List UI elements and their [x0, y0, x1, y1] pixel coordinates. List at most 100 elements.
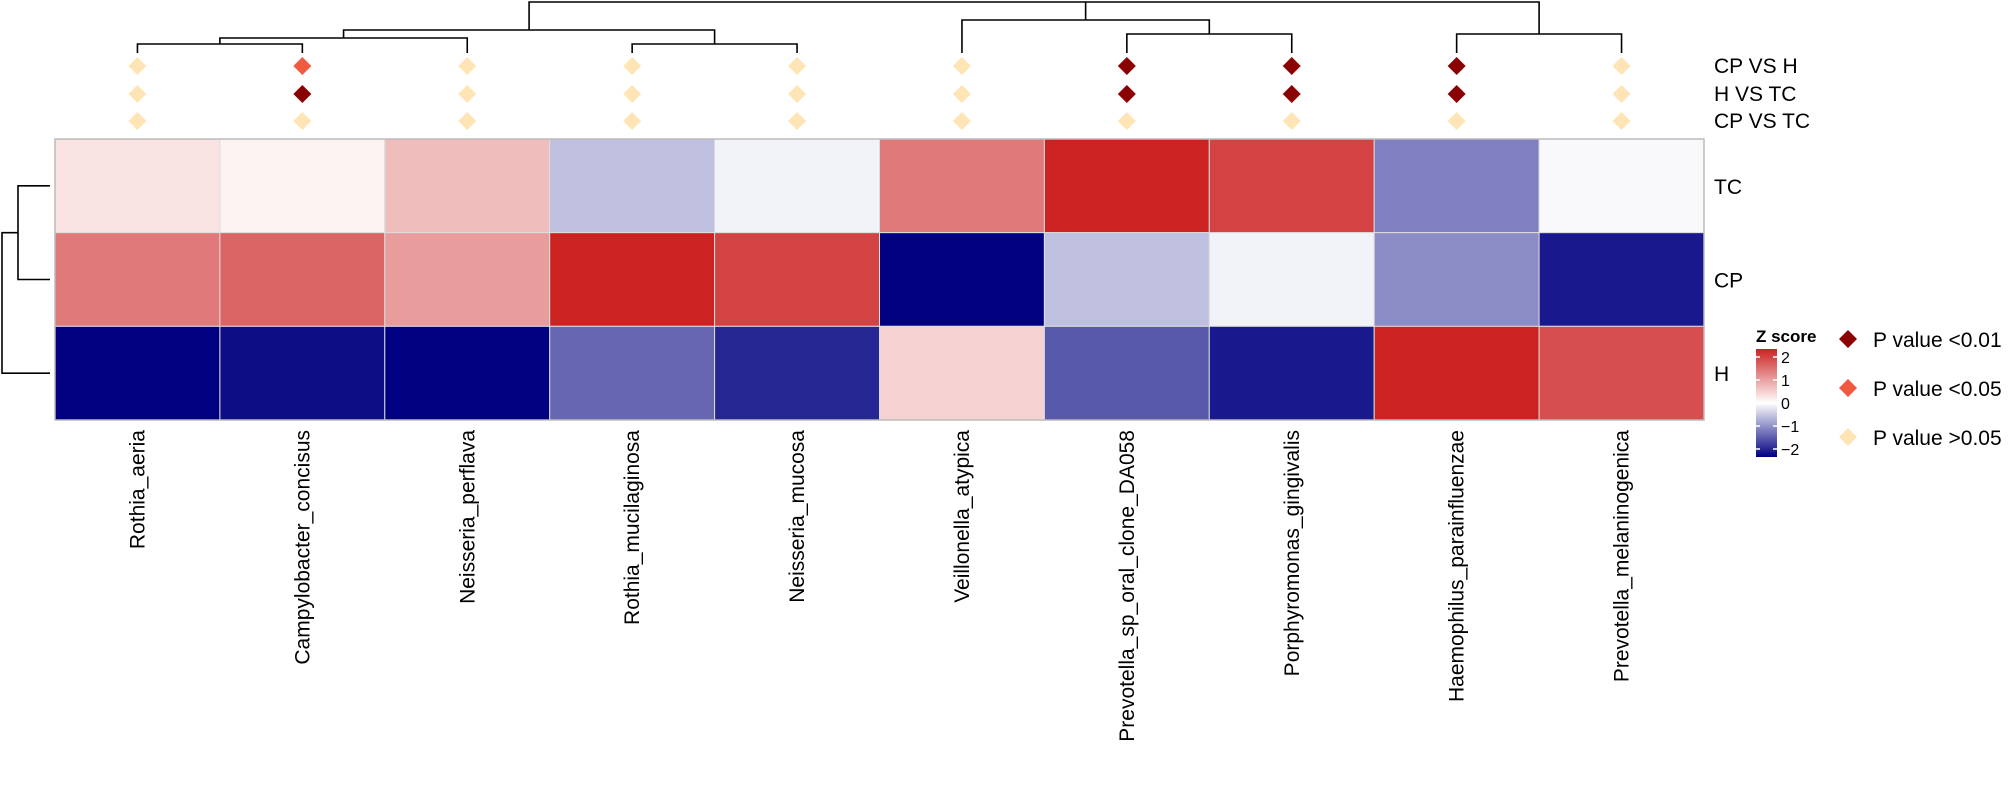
heatmap-cell [384, 138, 551, 234]
significance-marker [1612, 57, 1631, 75]
column-label: Campylobacter_concisus [291, 430, 314, 665]
row-label: H [1714, 363, 1729, 386]
heatmap-cell [1538, 232, 1705, 327]
dendrogram-branch [631, 43, 798, 53]
significance-marker [952, 112, 971, 130]
significance-marker [293, 57, 312, 75]
significance-marker [458, 57, 477, 75]
z-score-colorbar: Z score 2 1 0 −1 −2 [1756, 327, 1816, 459]
heatmap-cell [219, 325, 386, 421]
heatmap-cell [384, 232, 551, 327]
heatmap-cell [879, 325, 1045, 421]
comparison-label: H VS TC [1714, 83, 1796, 106]
heatmap-cell [1208, 138, 1375, 234]
significance-marker [1117, 112, 1136, 130]
legend-label: P value >0.05 [1873, 427, 2002, 450]
row-dendrogram [1, 185, 50, 374]
significance-marker [458, 85, 477, 103]
heatmap-cell [1538, 138, 1705, 234]
column-label: Porphyromonas_gingivalis [1281, 430, 1304, 676]
significance-marker [1282, 57, 1301, 75]
row-labels: TC CP H [1714, 176, 1743, 386]
heatmap-cell [879, 232, 1045, 327]
heatmap-cell [549, 325, 716, 421]
comparison-label: CP VS TC [1714, 110, 1810, 133]
significance-marker [952, 57, 971, 75]
significance-marker [1282, 85, 1301, 103]
column-label: Rothia_mucilaginosa [621, 430, 644, 625]
significance-marker [1612, 112, 1631, 130]
heatmap-cell [549, 232, 716, 327]
colorbar-tick-label: 2 [1781, 350, 1790, 367]
significance-marker [788, 85, 807, 103]
heatmap-cell [54, 232, 221, 327]
significance-marker [1447, 85, 1466, 103]
column-label: Neisseria_mucosa [786, 430, 809, 603]
column-label: Prevotella_sp_oral_clone_DA058 [1116, 430, 1139, 742]
row-label: TC [1714, 176, 1742, 199]
significance-marker [1117, 85, 1136, 103]
heatmap-cells [54, 138, 1705, 421]
heatmap-border [54, 138, 1705, 421]
heatmap-cell [54, 138, 221, 234]
legend-marker [1839, 330, 1857, 348]
significance-marker [1117, 57, 1136, 75]
column-label: Haemophilus_parainfluenzae [1446, 430, 1469, 702]
legend-marker [1839, 428, 1857, 446]
significance-marker [458, 112, 477, 130]
p-value-legend: P value <0.01 P value <0.05 P value >0.05 [1839, 329, 2002, 450]
colorbar-tick-label: 1 [1781, 373, 1790, 390]
significance-marker [623, 112, 642, 130]
heatmap-cell [714, 138, 880, 234]
row-label: CP [1714, 270, 1743, 293]
dendrogram-branch [342, 29, 716, 44]
heatmap-cell [1208, 232, 1375, 327]
colorbar-tick-label: 0 [1781, 396, 1790, 413]
dendrogram-branch [528, 1, 1086, 30]
significance-marker [1282, 112, 1301, 130]
significance-marker [788, 57, 807, 75]
dendrogram-branch [961, 19, 1211, 53]
significance-marker [128, 112, 147, 130]
heatmap-cell [54, 325, 221, 421]
heatmap-cell [1373, 138, 1540, 234]
significance-marker [952, 85, 971, 103]
heatmap-cell [219, 138, 386, 234]
legend-label: P value <0.01 [1873, 329, 2002, 352]
significance-marker [128, 85, 147, 103]
heatmap-cell [879, 138, 1045, 234]
dendrogram-branch [1084, 1, 1540, 34]
significance-marker [128, 57, 147, 75]
colorbar-tick-label: −1 [1781, 419, 1799, 436]
dendrogram-branch [136, 43, 304, 53]
legend-marker [1839, 379, 1857, 397]
colorbar-tick-label: −2 [1781, 442, 1799, 459]
heatmap-cell [1043, 138, 1210, 234]
heatmap-cell [1373, 232, 1540, 327]
significance-marker [623, 57, 642, 75]
heatmap-cell [384, 325, 551, 421]
significance-marker [623, 85, 642, 103]
heatmap-cell [549, 138, 716, 234]
comparison-label: CP VS H [1714, 55, 1798, 78]
dendrogram-branch [1126, 33, 1293, 53]
dendrogram-branch [219, 37, 469, 53]
column-labels: Rothia_aeria Campylobacter_concisus Neisse… [126, 430, 1633, 742]
significance-marker [788, 112, 807, 130]
significance-marker [1447, 57, 1466, 75]
dendrogram-branch [1, 231, 50, 374]
heatmap-cell [714, 325, 880, 421]
dendrogram-branch [1455, 33, 1623, 53]
significance-marker [293, 112, 312, 130]
legend-label: P value <0.05 [1873, 378, 2002, 401]
heatmap-cell [1373, 325, 1540, 421]
significance-marker [1612, 85, 1631, 103]
heatmap-cell [219, 232, 386, 327]
colorbar-title: Z score [1756, 327, 1816, 346]
colorbar-gradient [1756, 349, 1777, 457]
significance-marker [1447, 112, 1466, 130]
significance-markers [128, 57, 1631, 130]
heatmap-cell [1043, 325, 1210, 421]
column-dendrogram [136, 1, 1623, 53]
